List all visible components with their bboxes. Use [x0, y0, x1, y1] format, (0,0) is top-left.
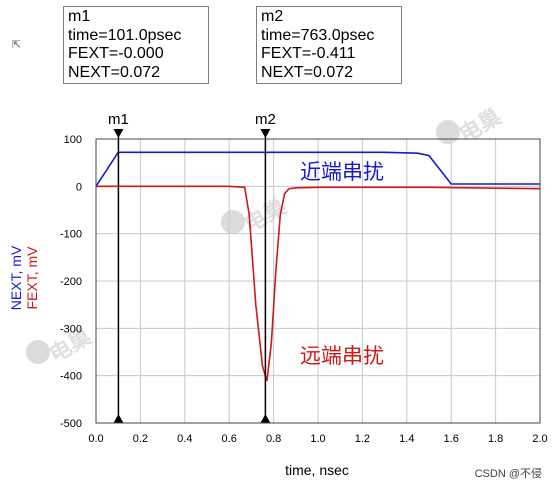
marker-top-triangle-icon: [260, 129, 271, 138]
x-tick-label: 0.4: [177, 433, 192, 445]
y-tick-label: -100: [60, 229, 82, 241]
marker-layer: m1 m2: [108, 111, 276, 423]
x-tick-label: 0.8: [266, 433, 281, 445]
x-tick-label: 0.0: [88, 433, 103, 445]
watermark-logo-icon: [436, 120, 460, 144]
marker-fext: FEXT=-0.000: [68, 45, 164, 62]
x-tick-label: 1.4: [399, 433, 414, 445]
marker-name: m2: [261, 8, 284, 25]
y-tick-label: -400: [60, 371, 82, 383]
y-tick-label: -500: [60, 418, 82, 430]
annotation-near-end-crosstalk: 近端串扰: [300, 161, 384, 184]
marker-next: NEXT=0.072: [68, 63, 161, 81]
footer-credit: CSDN @不侵: [474, 468, 542, 480]
y-tick-labels: 100 0 -100 -200 -300 -400 -500: [60, 134, 82, 430]
x-tick-label: 0.6: [222, 433, 237, 445]
y-tick-label: 100: [64, 134, 82, 146]
x-tick-label: 1.8: [488, 433, 503, 445]
watermark-logo-icon: [26, 340, 50, 364]
marker-fext: FEXT=-0.411: [261, 45, 356, 62]
marker-time: time=101.0psec: [68, 26, 182, 44]
x-tick-labels: 0.0 0.2 0.4 0.6 0.8 1.0 1.2 1.4 1.6 1.8 2.0: [88, 433, 547, 445]
watermark-logo-icon: [221, 210, 245, 234]
y-axis-label-fext: FEXT, mV: [24, 246, 40, 310]
series-line-next: [95, 151, 540, 187]
plot-frame: [95, 138, 541, 424]
marker-bottom-triangle-icon: [113, 414, 124, 423]
marker-name: m1: [68, 8, 91, 25]
marker-label-m2: m2: [255, 111, 276, 128]
y-axis-label-next: NEXT, mV: [8, 245, 24, 310]
x-tick-label: 0.2: [133, 433, 148, 445]
mouse-cursor-icon: ⇱: [12, 39, 22, 51]
x-tick-label: 2.0: [532, 433, 547, 445]
marker-label-m1: m1: [108, 111, 129, 128]
y-tick-label: -300: [60, 323, 82, 335]
marker-bottom-triangle-icon: [260, 414, 271, 423]
x-tick-label: 1.2: [355, 433, 370, 445]
marker-next: NEXT=0.072: [261, 63, 354, 81]
watermark-text: 电巢: [455, 104, 506, 148]
series-layer: [95, 151, 541, 382]
x-tick-label: 1.0: [310, 433, 325, 445]
marker-top-triangle-icon: [113, 129, 124, 138]
marker-readout-m2: m2 time=763.0psec FEXT=-0.411 NEXT=0.072: [256, 6, 402, 84]
x-tick-label: 1.6: [444, 433, 459, 445]
x-axis-label: time, nsec: [285, 462, 349, 478]
y-tick-label: 0: [76, 181, 82, 193]
series-line-fext: [96, 185, 541, 382]
annotation-far-end-crosstalk: 远端串扰: [300, 345, 384, 368]
marker-readout-m1: m1 time=101.0psec FEXT=-0.000 NEXT=0.072: [63, 6, 209, 84]
marker-time: time=763.0psec: [261, 26, 375, 44]
y-tick-label: -200: [60, 276, 82, 288]
